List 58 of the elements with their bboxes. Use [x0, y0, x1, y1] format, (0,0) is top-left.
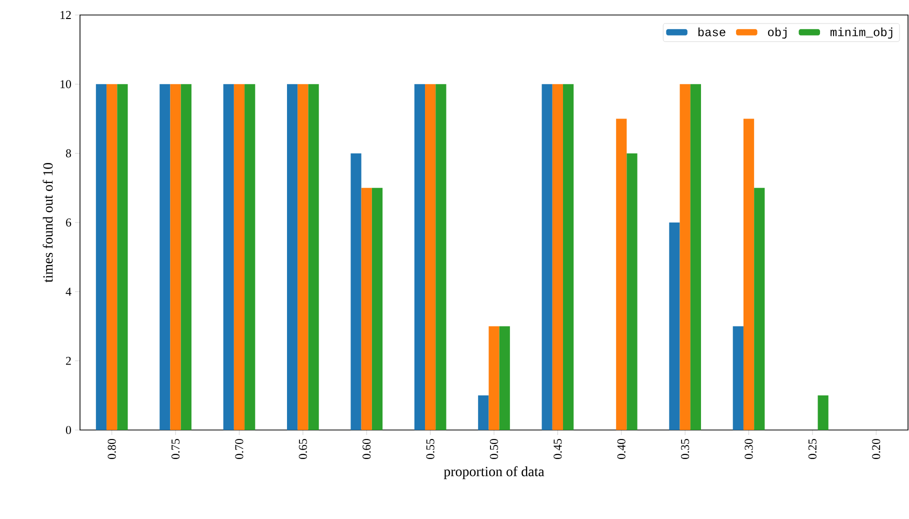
bar [298, 84, 308, 430]
bar [754, 188, 765, 430]
bar [436, 84, 446, 430]
x-tick-label: 0.45 [554, 438, 562, 459]
legend-label: obj [768, 27, 786, 39]
y-tick-label: 8 [66, 149, 72, 158]
bar [180, 84, 192, 430]
y-tick-label: 2 [66, 356, 71, 365]
legend-label: base [698, 27, 726, 36]
bar [414, 84, 426, 430]
x-tick-label: 0.30 [744, 438, 753, 459]
x-tick-label: 0.55 [426, 438, 434, 459]
x-tick-label: 0.50 [490, 438, 498, 459]
x-tick-label: 0.80 [108, 438, 116, 459]
bar [818, 395, 828, 430]
bar [552, 84, 564, 430]
bar [563, 84, 574, 430]
y-tick-label: 0 [66, 426, 72, 434]
x-tick-label: 0.70 [235, 438, 244, 459]
bar [680, 84, 690, 430]
bar [234, 84, 245, 430]
x-tick-label: 0.65 [298, 438, 307, 459]
bar [223, 84, 234, 430]
legend-label: minim_obj [830, 27, 892, 39]
x-tick-label: 0.40 [617, 438, 626, 459]
bar [160, 84, 170, 430]
bar [478, 395, 489, 430]
bar [361, 188, 372, 430]
bar [350, 153, 362, 430]
bar [626, 153, 638, 430]
y-tick-label: 12 [60, 11, 71, 19]
bar [743, 118, 754, 430]
bar [372, 188, 383, 430]
x-axis-title: proportion of data [444, 466, 544, 480]
bar [106, 84, 118, 430]
bar [308, 84, 319, 430]
bar [669, 222, 680, 430]
y-tick-label: 10 [60, 80, 72, 88]
bar [616, 118, 627, 430]
x-tick-label: 0.35 [681, 438, 690, 459]
x-tick-label: 0.25 [808, 438, 817, 459]
x-tick-label: 0.60 [362, 438, 371, 459]
bar [499, 326, 510, 430]
bar [170, 84, 181, 430]
bar [488, 326, 500, 430]
y-axis-title: times found out of 10 [42, 162, 53, 282]
bar [732, 326, 744, 430]
bar [542, 84, 552, 430]
bar [244, 84, 256, 430]
bar [96, 84, 107, 430]
bar [287, 84, 298, 430]
bar [690, 84, 702, 430]
x-tick-label: 0.75 [171, 438, 180, 459]
x-tick-label: 0.20 [872, 438, 880, 459]
y-tick-label: 4 [66, 288, 72, 296]
bar [425, 84, 436, 430]
y-tick-label: 6 [66, 218, 72, 227]
bar [117, 84, 128, 430]
